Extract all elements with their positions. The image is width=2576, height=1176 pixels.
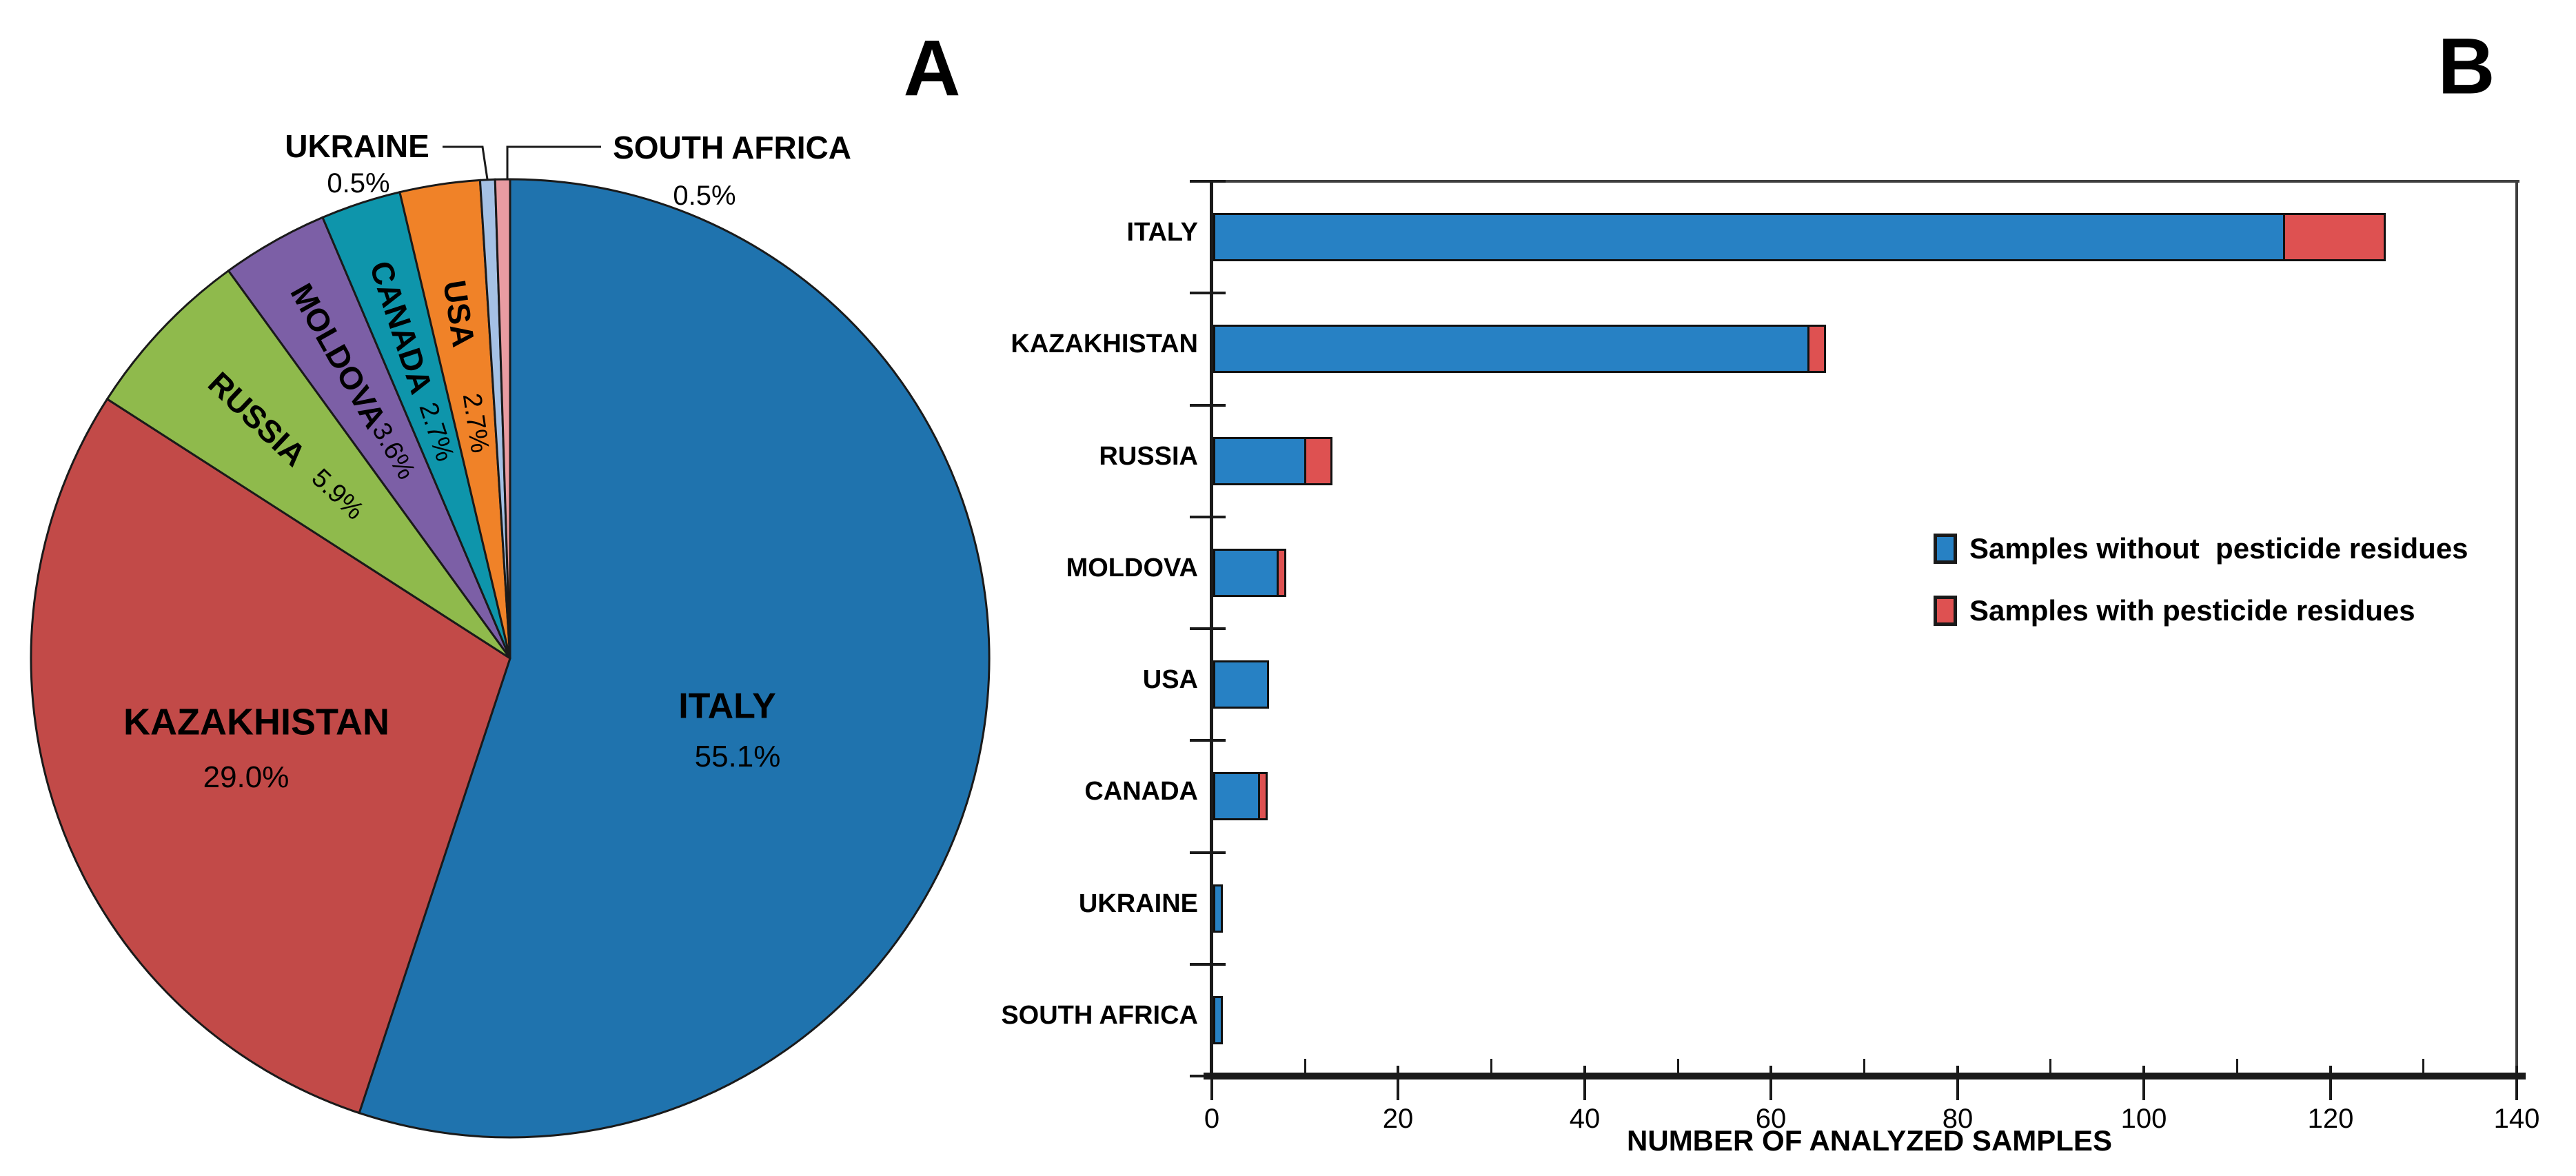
y-axis-tick xyxy=(1190,516,1226,518)
bar-russia-without-residues xyxy=(1213,437,1306,485)
x-axis-tick-label-20: 20 xyxy=(1382,1104,1414,1134)
x-axis-minor-tick xyxy=(2236,1059,2238,1074)
panel-b-title: B xyxy=(2437,22,2495,111)
pie-callout-ukraine-label: UKRAINE xyxy=(285,128,429,164)
bar-category-label-moldova: MOLDOVA xyxy=(1066,554,1198,582)
pie-label-italy: ITALY xyxy=(678,686,776,727)
bar-category-label-usa: USA xyxy=(1142,665,1198,694)
bar-category-label-italy: ITALY xyxy=(1126,218,1198,247)
bar-category-label-ukraine: UKRAINE xyxy=(1078,889,1198,918)
x-axis-minor-tick xyxy=(1304,1059,1306,1074)
x-axis-major-tick xyxy=(1583,1066,1586,1100)
y-axis-tick xyxy=(1190,404,1226,407)
legend-swatch-blue xyxy=(1934,534,1957,564)
pie-slice-russia xyxy=(105,269,511,660)
bar-category-label-south-africa: SOUTH AFRICA xyxy=(1001,1001,1198,1030)
x-axis-tick-label-80: 80 xyxy=(1942,1104,1974,1134)
plot-frame-right xyxy=(2515,180,2518,1077)
x-axis-major-tick xyxy=(1769,1066,1772,1100)
x-axis-line xyxy=(1204,1073,2526,1079)
bar-category-label-canada: CANADA xyxy=(1084,777,1198,806)
pie-chart xyxy=(30,145,991,1139)
legend-item-without-residues: Samples without pesticide residues xyxy=(1934,532,2468,565)
y-axis-tick xyxy=(1190,739,1226,742)
x-axis-minor-tick xyxy=(1490,1059,1492,1074)
bar-category-label-kazakhistan: KAZAKHISTAN xyxy=(1011,330,1198,358)
bar-russia-with-residues xyxy=(1304,437,1332,485)
bar-moldova-with-residues xyxy=(1277,549,1286,597)
x-axis-major-tick xyxy=(1397,1066,1399,1100)
y-axis-tick xyxy=(1190,851,1226,854)
bar-canada-without-residues xyxy=(1213,772,1260,820)
x-axis-tick-label-60: 60 xyxy=(1755,1104,1787,1134)
legend-swatch-red xyxy=(1934,596,1957,626)
y-axis-tick xyxy=(1190,963,1226,966)
x-axis-minor-tick xyxy=(2049,1059,2051,1074)
x-axis-title: NUMBER OF ANALYZED SAMPLES xyxy=(1627,1124,2112,1157)
legend-item-with-residues: Samples with pesticide residues xyxy=(1934,594,2415,627)
pie-slice-kazakhistan xyxy=(30,397,511,1115)
y-axis-tick xyxy=(1190,1075,1226,1077)
pie-callout-south-africa-label: SOUTH AFRICA xyxy=(613,129,851,165)
pie-slice-south-africa xyxy=(494,178,511,659)
bar-moldova-without-residues xyxy=(1213,549,1279,597)
x-axis-major-tick xyxy=(1956,1066,1959,1100)
bar-italy-with-residues xyxy=(2283,213,2386,261)
y-axis-tick xyxy=(1190,627,1226,630)
bar-kazakhistan-without-residues xyxy=(1213,325,1809,373)
bar-italy-without-residues xyxy=(1213,213,2285,261)
pie-callout-south-africa-pct: 0.5% xyxy=(673,181,736,211)
x-axis-tick-label-100: 100 xyxy=(2120,1104,2167,1134)
x-axis-tick-label-0: 0 xyxy=(1204,1104,1220,1134)
bar-kazakhistan-with-residues xyxy=(1807,325,1826,373)
bar-category-label-russia: RUSSIA xyxy=(1099,442,1198,471)
bar-usa-without-residues xyxy=(1213,660,1269,709)
pie-pct-kazakhistan: 29.0% xyxy=(203,760,290,794)
x-axis-minor-tick xyxy=(2422,1059,2424,1074)
x-axis-major-tick xyxy=(2515,1066,2518,1100)
x-axis-major-tick xyxy=(2142,1066,2145,1100)
bar-ukraine-without-residues xyxy=(1213,884,1223,933)
x-axis-minor-tick xyxy=(1677,1059,1679,1074)
plot-frame-top xyxy=(1210,180,2519,183)
legend-label-without-residues: Samples without pesticide residues xyxy=(1969,532,2468,565)
y-axis-tick xyxy=(1190,180,1226,183)
x-axis-tick-label-140: 140 xyxy=(2493,1104,2540,1134)
pie-pct-italy: 55.1% xyxy=(694,739,781,773)
pie-slice-italy xyxy=(358,178,991,1139)
legend-label-with-residues: Samples with pesticide residues xyxy=(1969,594,2415,627)
pie-leader-line-ukraine xyxy=(443,145,489,180)
x-axis-tick-label-40: 40 xyxy=(1569,1104,1601,1134)
y-axis-line xyxy=(1210,181,1213,1079)
y-axis-tick xyxy=(1190,292,1226,294)
x-axis-major-tick xyxy=(2329,1066,2332,1100)
pie-callout-ukraine-pct: 0.5% xyxy=(327,168,390,199)
x-axis-major-tick xyxy=(1210,1066,1213,1100)
pie-leader-line-south-africa xyxy=(506,145,601,179)
bar-canada-with-residues xyxy=(1258,772,1268,820)
bar-south-africa-without-residues xyxy=(1213,996,1223,1044)
x-axis-minor-tick xyxy=(1863,1059,1865,1074)
panel-a-title: A xyxy=(903,24,961,113)
pie-label-kazakhistan: KAZAKHISTAN xyxy=(123,701,389,743)
x-axis-tick-label-120: 120 xyxy=(2307,1104,2354,1134)
